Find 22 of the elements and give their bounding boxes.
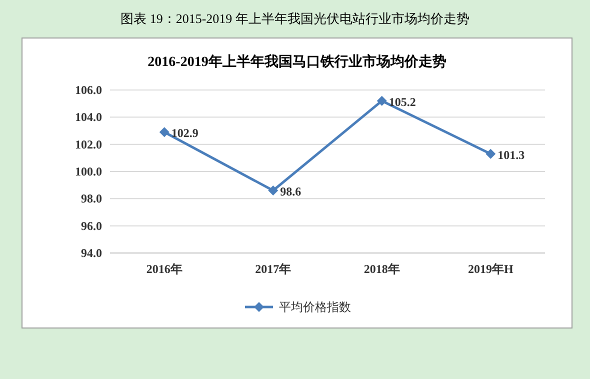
x-tick-label: 2016年 xyxy=(146,262,182,276)
data-label: 98.6 xyxy=(280,184,302,199)
point xyxy=(376,96,387,106)
y-tick-label: 100.0 xyxy=(75,164,102,178)
point xyxy=(159,127,170,138)
y-tick-label: 98.0 xyxy=(81,192,102,206)
x-tick-label: 2019年H xyxy=(468,262,514,276)
y-tick-label: 104.0 xyxy=(75,110,102,124)
chart-subtitle: 2016-2019年上半年我国马口铁行业市场均价走势 xyxy=(148,53,446,70)
data-label: 101.3 xyxy=(498,148,525,162)
y-tick-label: 94.0 xyxy=(81,246,102,260)
y-tick-label: 96.0 xyxy=(81,218,102,233)
point xyxy=(268,186,278,196)
x-tick-label: 2018年 xyxy=(364,262,400,276)
data-label: 105.2 xyxy=(388,94,416,109)
chart-title: 图表 19：2015-2019 年上半年我国光伏电站行业市场均价走势 xyxy=(120,11,470,26)
legend-label: 平均价格指数 xyxy=(279,300,351,314)
y-tick-label: 106.0 xyxy=(75,83,102,97)
data-label: 102.9 xyxy=(171,126,198,140)
point xyxy=(486,148,496,159)
y-tick-label: 102.0 xyxy=(75,137,102,152)
x-tick-label: 2017年 xyxy=(255,262,292,276)
